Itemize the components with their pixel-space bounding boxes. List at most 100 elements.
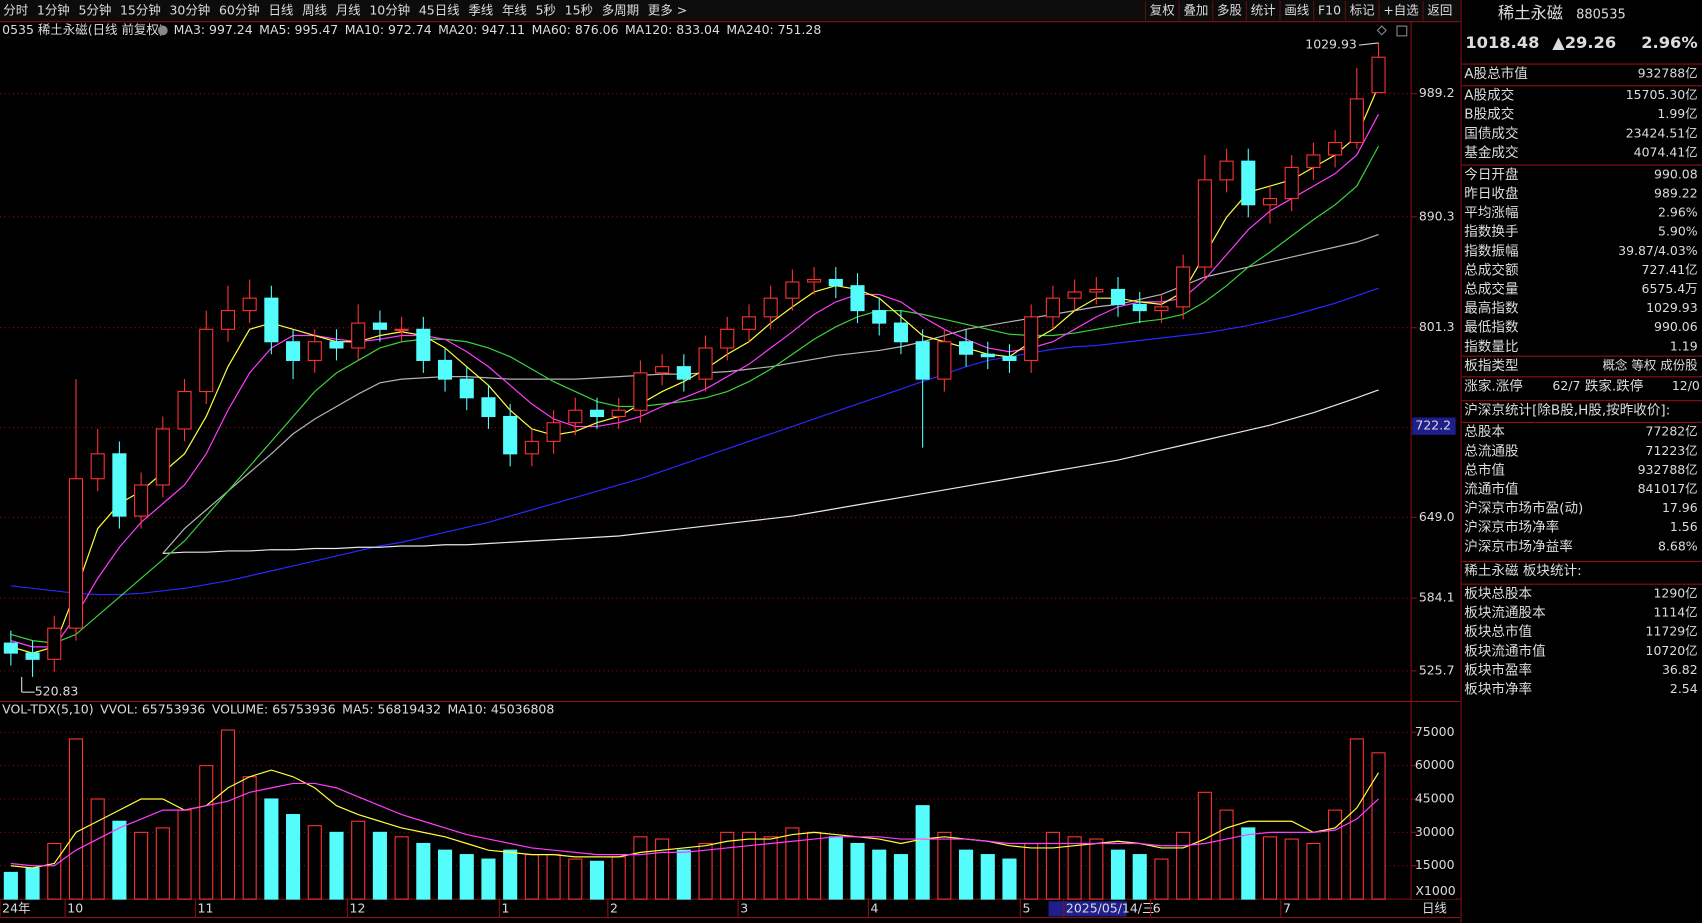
panel-price: 1018.48	[1465, 33, 1539, 52]
toolbar-tab[interactable]: 5分钟	[78, 2, 111, 17]
unit-label: X1000	[1415, 883, 1455, 898]
panel-row-value: 10720亿	[1646, 643, 1698, 658]
volume-ma-line	[10, 782, 1379, 867]
candle-body	[1262, 198, 1278, 206]
candle-body	[568, 409, 583, 424]
ma-line	[10, 85, 1380, 654]
y-tick-label: 60000	[1415, 757, 1455, 772]
toolbar-tab[interactable]: 多周期	[602, 2, 639, 17]
candle-body	[112, 453, 127, 517]
x-tick-label: 7	[1283, 900, 1291, 915]
y-tick-label: 525.7	[1419, 662, 1455, 677]
candle-body	[763, 297, 778, 318]
legend-item: MA3: 997.24	[174, 22, 253, 37]
volume-bar	[1067, 836, 1082, 900]
candle-body	[242, 297, 257, 312]
volume-bar	[1219, 809, 1234, 900]
settings-icon[interactable]	[157, 25, 168, 36]
panel-row-label: B股成交	[1464, 106, 1514, 123]
candle-body	[1089, 288, 1104, 293]
panel-row-value: 概念 等权 成份股	[1602, 357, 1698, 372]
toolbar-tab[interactable]: 10分钟	[369, 2, 410, 17]
diamond-icon[interactable]	[1376, 25, 1387, 36]
toolbar-button[interactable]: 标记	[1350, 2, 1375, 17]
panel-row-label: 涨家.涨停	[1464, 378, 1523, 395]
toolbar-tab[interactable]: 1分钟	[37, 2, 70, 17]
volume-bar	[416, 842, 431, 900]
panel-row-label: 总成交额	[1464, 261, 1519, 278]
candle-body	[416, 328, 431, 361]
candle-body	[980, 353, 995, 358]
panel-row-value: 932788亿	[1638, 462, 1698, 477]
candle-body	[546, 422, 561, 442]
panel-row-value: 15705.30亿	[1626, 87, 1698, 102]
volume-bar	[1089, 838, 1104, 900]
panel-row-label: 沪深京市场净益率	[1464, 538, 1572, 555]
volume-bar	[655, 838, 670, 900]
toolbar-button[interactable]: 画线	[1284, 2, 1309, 17]
volume-bar	[1371, 752, 1386, 900]
x-tick-label: 1	[501, 900, 509, 915]
toolbar-tab[interactable]: 5秒	[536, 2, 556, 17]
toolbar-tab[interactable]: 15秒	[565, 2, 593, 17]
toolbar-tab[interactable]: 日线	[268, 2, 293, 17]
volume-bar	[47, 842, 62, 900]
toolbar-tab[interactable]: 分时	[3, 2, 28, 17]
window-icon[interactable]	[1396, 25, 1408, 37]
volume-bar	[1154, 858, 1169, 900]
toolbar-tab[interactable]: 周线	[302, 2, 327, 17]
panel-row-label: 跌家.跌停	[1585, 378, 1644, 395]
volume-bar	[68, 738, 84, 900]
toolbar-button[interactable]: 统计	[1251, 2, 1276, 17]
volume-bar	[307, 825, 322, 900]
toolbar-button[interactable]: 多股	[1217, 2, 1242, 17]
panel-row-label: 指数量比	[1464, 339, 1518, 355]
panel-section-header: 稀土永磁 板块统计:	[1464, 563, 1581, 579]
toolbar-button[interactable]: F10	[1318, 2, 1341, 17]
legend-item: MA60: 876.06	[532, 22, 619, 37]
candle-body	[307, 341, 322, 361]
volume-bar	[893, 854, 908, 900]
panel-row-value: 2.54	[1670, 681, 1698, 696]
y-tick-label: 801.3	[1419, 319, 1455, 334]
toolbar-tab[interactable]: 60分钟	[219, 2, 260, 17]
candle-body	[351, 322, 366, 349]
volume-bar	[1284, 838, 1299, 900]
ma-line	[162, 234, 1379, 554]
candle-body	[1284, 166, 1299, 200]
volume-bar	[25, 867, 40, 900]
volume-bar	[329, 831, 344, 900]
toolbar-tab[interactable]: 45日线	[419, 2, 460, 17]
candle-body	[1371, 56, 1386, 94]
panel-row-value: 23424.51亿	[1626, 125, 1698, 140]
volume-bar	[503, 849, 518, 900]
volume-bar	[155, 827, 170, 900]
volume-bar	[394, 836, 409, 900]
legend-item: VVOL: 65753936	[100, 702, 205, 717]
candle-body	[828, 278, 843, 287]
toolbar-tab[interactable]: 月线	[336, 2, 361, 17]
toolbar-button[interactable]: 叠加	[1183, 2, 1208, 17]
candle-body	[524, 440, 539, 455]
candle-body	[394, 328, 409, 331]
toolbar-tab[interactable]: 年线	[502, 2, 527, 17]
candle-body	[372, 322, 387, 330]
volume-bar	[1002, 858, 1017, 900]
toolbar-tab[interactable]: 30分钟	[169, 2, 210, 17]
max-arrow	[1358, 42, 1379, 46]
toolbar-tab[interactable]: 15分钟	[120, 2, 161, 17]
toolbar-tab[interactable]: 更多 >	[648, 2, 687, 17]
candle-body	[286, 341, 301, 361]
toolbar-button[interactable]: 返回	[1427, 2, 1452, 17]
panel-row-value: 77282亿	[1646, 424, 1698, 439]
toolbar-button[interactable]: +自选	[1383, 2, 1419, 17]
candle-body	[720, 328, 735, 349]
volume-bar	[524, 854, 539, 900]
candle-body	[1132, 303, 1147, 312]
toolbar-button[interactable]: 复权	[1150, 2, 1175, 17]
volume-bar	[1197, 791, 1212, 900]
volume-bar	[676, 849, 691, 900]
toolbar-tab[interactable]: 季线	[468, 2, 493, 17]
cursor-date-bg	[1048, 901, 1127, 917]
